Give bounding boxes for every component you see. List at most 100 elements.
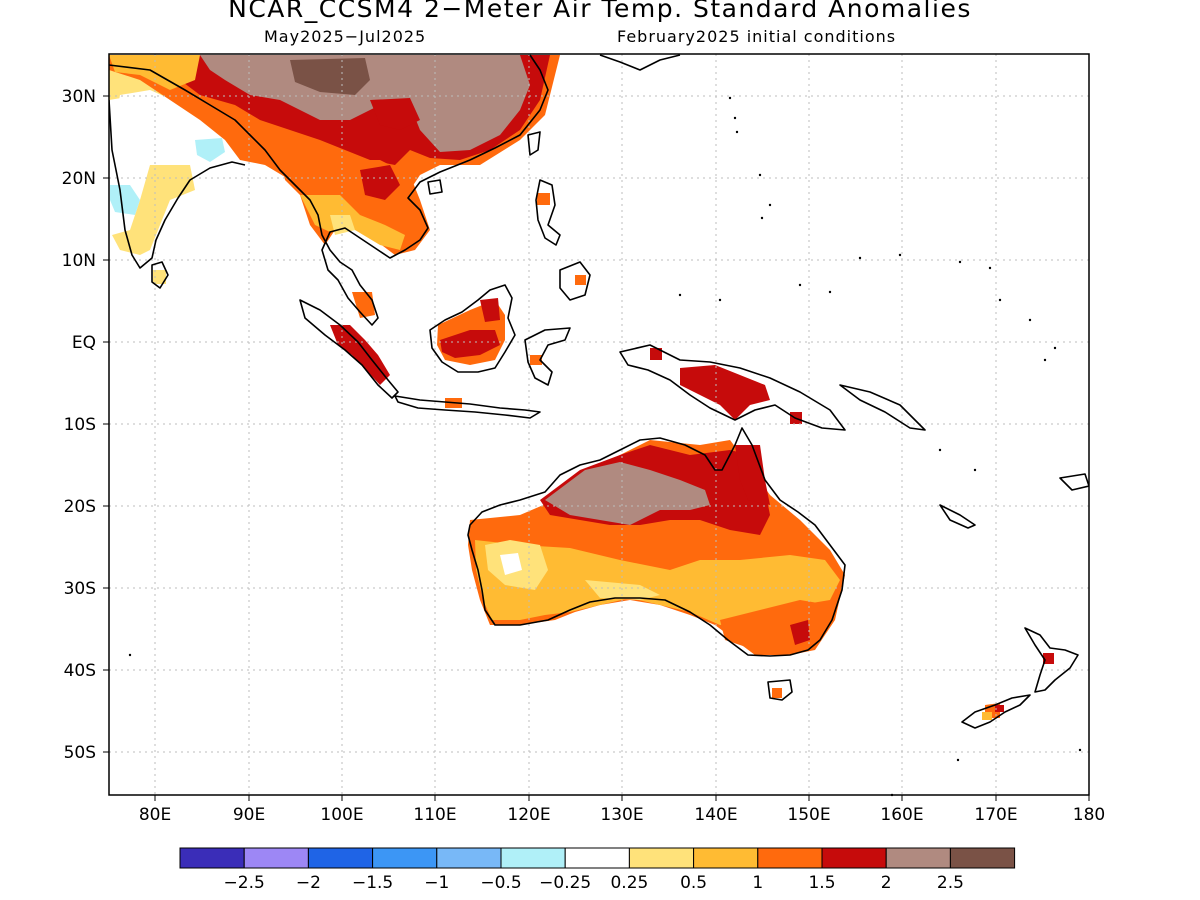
anomaly-shade-mindanao — [575, 275, 586, 285]
anomaly-shade-bengal-cool — [195, 138, 225, 162]
latitude-labels: 30N 20N 10N EQ 10S 20S 30S 40S 50S — [62, 87, 96, 763]
lat-label: 30N — [62, 87, 96, 107]
coast-india — [109, 99, 246, 269]
colorbar-swatch — [436, 847, 502, 869]
coast-solomons — [839, 384, 926, 431]
anomaly-shade-halmahera — [650, 348, 662, 360]
anomaly-field — [109, 55, 1054, 720]
coast-sri-lanka — [151, 261, 169, 289]
longitude-labels: 80E 90E 100E 110E 120E 130E 140E 150E 16… — [139, 805, 1105, 825]
coast-sumatra — [299, 299, 399, 399]
anomaly-shade-malaya — [352, 292, 375, 318]
colorbar-swatch — [821, 847, 887, 869]
coast-sulawesi — [524, 327, 571, 386]
colorbar-swatch — [243, 847, 309, 869]
lon-label: 120E — [507, 805, 550, 825]
colorbar-swatch — [307, 847, 374, 869]
anomaly-shade-nz-north — [1043, 653, 1054, 664]
lon-label: 150E — [787, 805, 830, 825]
anomaly-shade-australia-yellow-band — [585, 580, 660, 600]
coast-nz-south — [961, 694, 1031, 729]
anomaly-shade-australia-yellow — [475, 540, 840, 625]
coast-hainan — [427, 179, 443, 195]
colorbar-swatch — [564, 847, 630, 869]
map-gridlines — [109, 54, 1089, 795]
colorbar-swatch — [372, 847, 438, 869]
lat-label: 10N — [62, 251, 96, 271]
coast-tasmania — [767, 679, 793, 701]
map-title: NCAR_CCSM4 2−Meter Air Temp. Standard An… — [228, 0, 972, 23]
lon-label: 170E — [974, 805, 1017, 825]
lat-label: 40S — [64, 661, 96, 681]
colorbar-swatch — [885, 847, 951, 869]
forecast-period: May2025−Jul2025 — [264, 27, 427, 46]
coast-mindanao — [559, 261, 591, 301]
anomaly-shade-australia-neutral — [500, 553, 522, 575]
coast-new-guinea — [619, 344, 846, 431]
coast-luzon — [535, 179, 561, 246]
lat-label: 30S — [64, 579, 96, 599]
lon-label: 140E — [694, 805, 737, 825]
lat-label: 50S — [64, 743, 96, 763]
colorbar-label: −1.5 — [352, 873, 393, 893]
colorbar-label: −2 — [296, 873, 321, 893]
colorbar-swatch — [628, 847, 695, 869]
anomaly-shade-india-cool — [110, 185, 140, 215]
plot-frame — [108, 53, 1090, 796]
colorbar-label: −0.5 — [480, 873, 521, 893]
coast-borneo — [429, 284, 516, 373]
colorbar-label: 0.25 — [610, 873, 648, 893]
anomaly-shade-china-dark — [290, 58, 370, 95]
colorbar-label: 1 — [752, 873, 763, 893]
colorbar-label: 0.5 — [680, 873, 707, 893]
lon-label: 130E — [600, 805, 643, 825]
colorbar-swatch — [500, 847, 566, 869]
lon-label: 160E — [880, 805, 923, 825]
anomaly-shade-china-redband — [370, 98, 420, 130]
coast-new-caledonia — [939, 504, 976, 529]
initial-conditions: February2025 initial conditions — [617, 27, 897, 46]
anomaly-shade-nz-south-red — [995, 705, 1004, 712]
coast-taiwan — [527, 131, 541, 156]
lon-label: 180 — [1073, 805, 1105, 825]
lon-label: 90E — [233, 805, 265, 825]
coast-asia-mainland — [109, 54, 549, 326]
lon-label: 100E — [320, 805, 363, 825]
colorbar-label: −0.25 — [539, 873, 591, 893]
anomaly-shade-borneo-north — [480, 298, 500, 322]
coast-fiji — [1059, 473, 1089, 491]
colorbar-label: −1 — [424, 873, 449, 893]
coast-australia — [467, 427, 846, 657]
lon-label: 80E — [139, 805, 171, 825]
anomaly-shade-china-brown — [200, 55, 530, 152]
small-islands — [128, 96, 1082, 797]
anomaly-shade-australia-se-red — [790, 620, 810, 645]
coast-japan-south — [599, 54, 681, 71]
anomaly-shade-luzon — [537, 193, 550, 205]
anomaly-shade-tasmania — [772, 688, 782, 698]
colorbar-label: 2 — [881, 873, 892, 893]
anomaly-shade-sulawesi — [530, 355, 542, 365]
coast-nz-north — [1024, 627, 1079, 693]
lat-label: EQ — [72, 333, 96, 353]
anomaly-shade-sumatra — [330, 325, 390, 385]
anomaly-shade-india-yellow — [112, 165, 195, 255]
colorbar: −2.5 −2 −1.5 −1 −0.5 −0.25 0.25 0.5 1 1.5 2 2.5 — [179, 847, 1016, 893]
colorbar-swatch — [693, 847, 759, 869]
axis-ticks — [103, 95, 1090, 801]
lat-label: 10S — [64, 415, 96, 435]
colorbar-label: −2.5 — [224, 873, 265, 893]
lat-label: 20S — [64, 497, 96, 517]
anomaly-shade-australia-brown — [545, 462, 710, 525]
colorbar-label: 2.5 — [937, 873, 964, 893]
anomaly-shade-sri-lanka — [153, 270, 166, 284]
anomaly-shade-indochina-orange — [280, 160, 430, 255]
anomaly-shade-indochina-red — [360, 165, 400, 200]
colorbar-swatch — [949, 847, 1016, 869]
anomaly-shade-new-guinea — [680, 365, 770, 420]
coastlines — [109, 54, 1089, 729]
colorbar-swatch — [179, 847, 245, 869]
colorbar-swatch — [757, 847, 823, 869]
lat-label: 20N — [62, 169, 96, 189]
